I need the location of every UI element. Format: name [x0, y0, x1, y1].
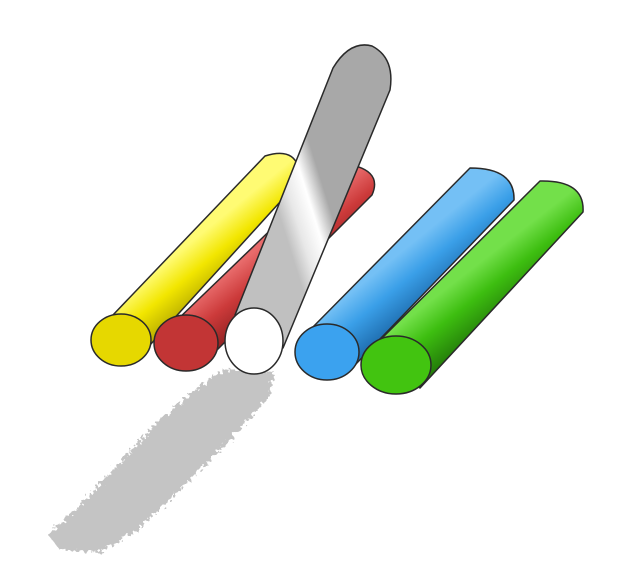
white-chalk: [224, 44, 392, 375]
chalk-shadow: [48, 370, 275, 552]
yellow-chalk: [90, 152, 301, 367]
blue-chalk: [294, 167, 515, 381]
green-chalk: [360, 180, 584, 395]
